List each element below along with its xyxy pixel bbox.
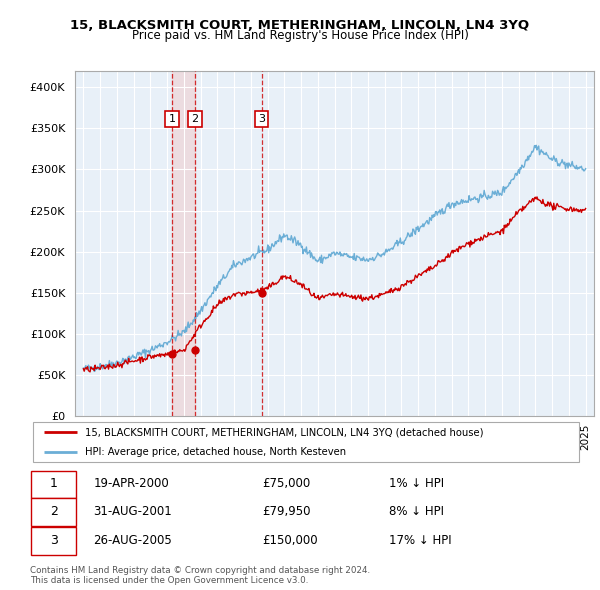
Text: 31-AUG-2001: 31-AUG-2001 [94, 505, 172, 518]
FancyBboxPatch shape [31, 471, 76, 498]
Text: Contains HM Land Registry data © Crown copyright and database right 2024.: Contains HM Land Registry data © Crown c… [30, 566, 370, 575]
Text: 19-APR-2000: 19-APR-2000 [94, 477, 169, 490]
Text: 17% ↓ HPI: 17% ↓ HPI [389, 534, 451, 547]
Text: 1: 1 [169, 114, 175, 124]
Text: 15, BLACKSMITH COURT, METHERINGHAM, LINCOLN, LN4 3YQ: 15, BLACKSMITH COURT, METHERINGHAM, LINC… [70, 19, 530, 32]
Text: This data is licensed under the Open Government Licence v3.0.: This data is licensed under the Open Gov… [30, 576, 308, 585]
Text: 1: 1 [50, 477, 58, 490]
Text: £150,000: £150,000 [262, 534, 317, 547]
Text: 3: 3 [50, 534, 58, 547]
Text: 3: 3 [258, 114, 265, 124]
Text: HPI: Average price, detached house, North Kesteven: HPI: Average price, detached house, Nort… [85, 447, 346, 457]
FancyBboxPatch shape [31, 527, 76, 555]
Text: 1% ↓ HPI: 1% ↓ HPI [389, 477, 444, 490]
Text: £79,950: £79,950 [262, 505, 310, 518]
Text: 8% ↓ HPI: 8% ↓ HPI [389, 505, 444, 518]
Bar [172, 71, 195, 416]
FancyBboxPatch shape [33, 421, 579, 463]
Text: 26-AUG-2005: 26-AUG-2005 [94, 534, 172, 547]
Text: 2: 2 [50, 505, 58, 518]
FancyBboxPatch shape [31, 498, 76, 526]
Text: 2: 2 [191, 114, 199, 124]
Text: £75,000: £75,000 [262, 477, 310, 490]
Text: 15, BLACKSMITH COURT, METHERINGHAM, LINCOLN, LN4 3YQ (detached house): 15, BLACKSMITH COURT, METHERINGHAM, LINC… [85, 427, 484, 437]
Text: Price paid vs. HM Land Registry's House Price Index (HPI): Price paid vs. HM Land Registry's House … [131, 30, 469, 42]
